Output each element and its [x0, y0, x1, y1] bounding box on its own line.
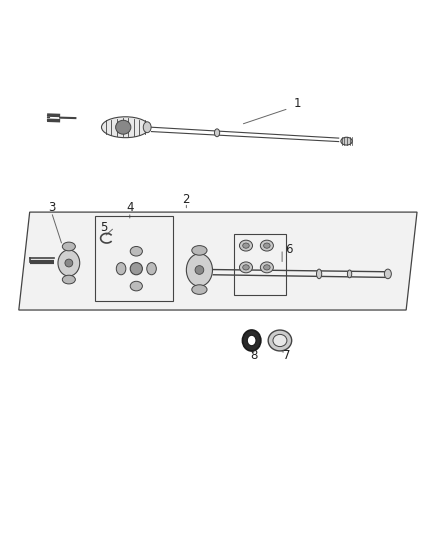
Ellipse shape — [130, 246, 142, 256]
Text: 7: 7 — [283, 349, 290, 362]
Ellipse shape — [264, 243, 270, 248]
Text: 3: 3 — [48, 201, 55, 214]
Ellipse shape — [243, 265, 249, 270]
Ellipse shape — [192, 285, 207, 294]
Ellipse shape — [247, 335, 256, 346]
Ellipse shape — [65, 259, 73, 267]
Bar — [95, 216, 173, 301]
Ellipse shape — [62, 242, 75, 251]
Text: 2: 2 — [183, 192, 190, 206]
Bar — [234, 234, 286, 295]
Text: 1: 1 — [293, 97, 301, 110]
Ellipse shape — [243, 243, 249, 248]
Ellipse shape — [192, 246, 207, 255]
Ellipse shape — [186, 254, 212, 286]
Ellipse shape — [347, 270, 352, 278]
Ellipse shape — [62, 275, 75, 284]
Ellipse shape — [268, 330, 292, 351]
Ellipse shape — [385, 269, 391, 279]
Ellipse shape — [116, 120, 131, 134]
Text: 6: 6 — [285, 243, 293, 256]
Ellipse shape — [260, 240, 273, 251]
Ellipse shape — [215, 129, 219, 136]
Ellipse shape — [147, 263, 156, 275]
Ellipse shape — [240, 240, 253, 251]
Ellipse shape — [240, 262, 253, 273]
Ellipse shape — [130, 263, 142, 275]
Ellipse shape — [260, 262, 273, 273]
Ellipse shape — [116, 263, 126, 275]
Ellipse shape — [264, 265, 270, 270]
Polygon shape — [19, 212, 417, 310]
Ellipse shape — [58, 250, 80, 276]
Text: 4: 4 — [126, 201, 134, 214]
Ellipse shape — [102, 117, 149, 138]
Ellipse shape — [273, 334, 287, 346]
Ellipse shape — [317, 269, 322, 279]
Ellipse shape — [130, 281, 142, 291]
Text: 8: 8 — [250, 349, 258, 362]
Ellipse shape — [341, 137, 352, 145]
Ellipse shape — [243, 330, 261, 351]
Text: 5: 5 — [100, 221, 107, 234]
Ellipse shape — [143, 122, 151, 133]
Ellipse shape — [195, 265, 204, 274]
